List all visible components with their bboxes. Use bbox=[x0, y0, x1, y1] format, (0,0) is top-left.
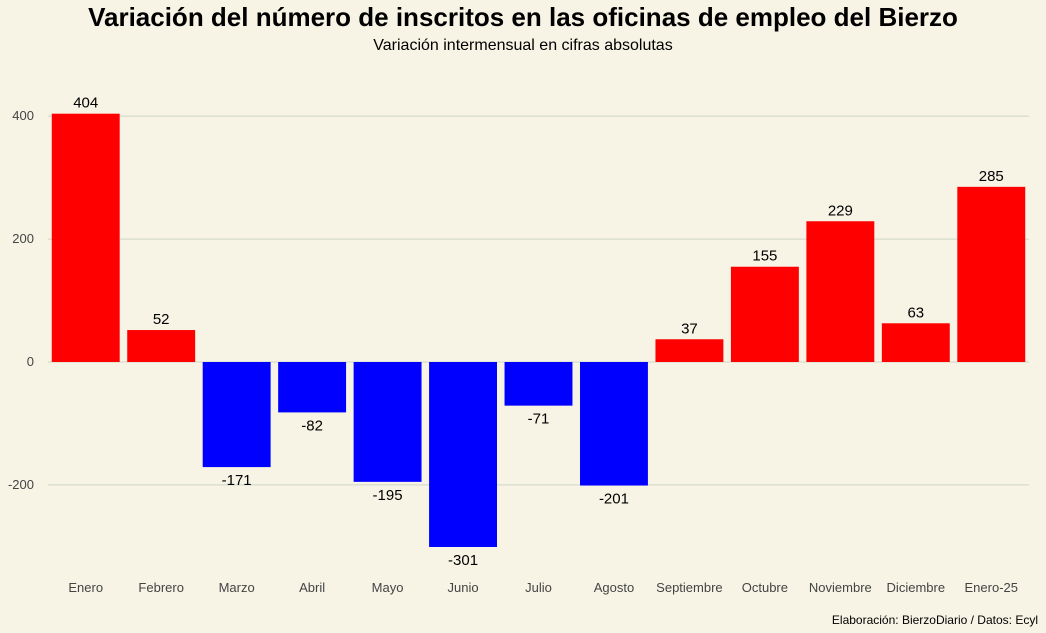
data-label: 229 bbox=[828, 202, 853, 219]
bar bbox=[353, 362, 422, 482]
x-tick-label: Junio bbox=[447, 580, 478, 595]
x-tick-label: Septiembre bbox=[656, 580, 722, 595]
data-label: 404 bbox=[73, 95, 98, 112]
y-tick-label: -200 bbox=[8, 477, 34, 492]
data-label: 37 bbox=[681, 320, 698, 337]
data-label: -171 bbox=[222, 472, 252, 489]
x-tick-label: Abril bbox=[299, 580, 325, 595]
bar bbox=[881, 323, 950, 362]
data-label: 52 bbox=[153, 311, 170, 328]
y-tick-label: 200 bbox=[12, 231, 34, 246]
bar bbox=[655, 339, 724, 362]
x-tick-label: Agosto bbox=[594, 580, 634, 595]
bar bbox=[730, 266, 799, 362]
chart-subtitle: Variación intermensual en cifras absolut… bbox=[373, 37, 673, 54]
x-tick-label: Enero-25 bbox=[965, 580, 1018, 595]
data-label: 285 bbox=[979, 168, 1004, 185]
data-label: 155 bbox=[752, 248, 777, 265]
chart-title: Variación del número de inscritos en las… bbox=[88, 2, 958, 32]
bar bbox=[51, 113, 120, 362]
y-tick-label: 0 bbox=[27, 354, 34, 369]
x-tick-label: Mayo bbox=[372, 580, 404, 595]
x-tick-label: Julio bbox=[525, 580, 552, 595]
bar bbox=[127, 330, 196, 362]
bar bbox=[202, 362, 271, 468]
y-tick-label: 400 bbox=[12, 108, 34, 123]
data-label: -201 bbox=[599, 491, 629, 508]
x-tick-label: Enero bbox=[68, 580, 103, 595]
data-label: -195 bbox=[373, 487, 403, 504]
x-tick-label: Noviembre bbox=[809, 580, 872, 595]
data-label: -301 bbox=[448, 552, 478, 569]
x-tick-label: Diciembre bbox=[887, 580, 946, 595]
bar bbox=[429, 362, 497, 547]
x-tick-label: Febrero bbox=[138, 580, 184, 595]
x-tick-label: Octubre bbox=[742, 580, 788, 595]
bar bbox=[580, 362, 648, 486]
bar bbox=[278, 362, 347, 413]
chart-caption: Elaboración: BierzoDiario / Datos: Ecyl bbox=[831, 613, 1038, 627]
bar bbox=[806, 221, 875, 362]
bar bbox=[957, 186, 1026, 362]
data-label: -71 bbox=[528, 411, 550, 428]
data-label: 63 bbox=[907, 304, 924, 321]
data-label: -82 bbox=[301, 417, 323, 434]
x-tick-label: Marzo bbox=[219, 580, 255, 595]
bar bbox=[504, 362, 573, 406]
